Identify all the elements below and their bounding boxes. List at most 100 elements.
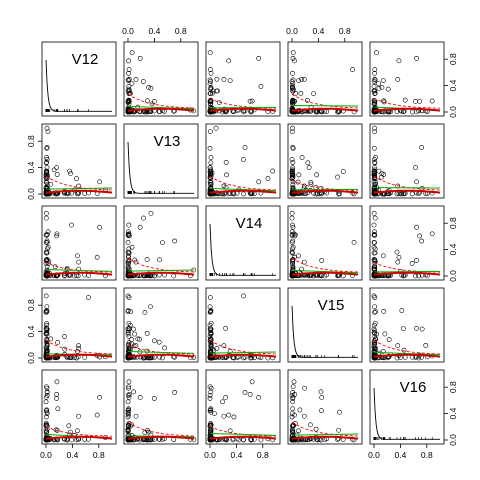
data-point <box>213 125 219 131</box>
data-point <box>400 191 406 197</box>
data-point <box>372 334 378 339</box>
x-tick-label: 0.8 <box>421 450 433 460</box>
data-point <box>151 273 157 279</box>
data-point <box>128 309 134 315</box>
density-line <box>127 141 194 194</box>
data-point <box>372 257 378 263</box>
y-tick-label: 0.0 <box>448 270 458 282</box>
data-point <box>248 437 254 443</box>
data-point <box>126 261 131 266</box>
data-point <box>292 232 298 238</box>
data-point <box>249 98 255 104</box>
variable-label: V15 <box>318 297 345 314</box>
panel-frame <box>287 123 363 199</box>
data-point <box>379 171 385 176</box>
data-point <box>54 231 60 237</box>
data-point <box>208 101 213 107</box>
data-point <box>289 392 295 398</box>
data-point <box>125 331 131 337</box>
data-point <box>45 129 51 134</box>
smooth-line <box>209 426 277 437</box>
data-point <box>43 232 49 238</box>
data-point <box>290 98 296 104</box>
data-point <box>296 428 301 434</box>
data-point <box>290 384 296 390</box>
data-point <box>301 413 307 419</box>
data-point <box>305 98 310 103</box>
data-point <box>191 355 197 360</box>
variable-label: V12 <box>72 51 99 68</box>
data-point <box>207 91 213 96</box>
y-tick-label: 0.8 <box>448 381 458 393</box>
data-point <box>207 50 213 56</box>
data-point <box>380 349 386 354</box>
data-point <box>371 88 377 94</box>
data-point <box>242 145 248 150</box>
data-point <box>289 414 295 420</box>
panel-frame <box>287 287 363 363</box>
data-point <box>401 347 407 353</box>
data-point <box>371 264 377 270</box>
data-point <box>208 182 214 188</box>
data-point <box>44 182 50 188</box>
data-point <box>350 67 355 72</box>
data-point <box>125 392 131 398</box>
x-tick-label: 0.4 <box>394 450 406 460</box>
panel-V16-V12 <box>41 369 117 445</box>
data-point <box>290 55 296 61</box>
data-point <box>371 98 377 103</box>
data-point <box>289 129 295 134</box>
data-point <box>318 437 324 443</box>
data-point <box>322 273 328 279</box>
data-point <box>207 165 213 171</box>
data-point <box>371 169 377 175</box>
panel-frame <box>205 41 281 117</box>
data-point <box>372 304 378 310</box>
data-point <box>305 160 311 166</box>
data-point <box>289 210 295 216</box>
x-tick-label: 0.4 <box>148 26 160 36</box>
data-point <box>414 55 419 61</box>
data-point <box>221 343 227 349</box>
data-point <box>308 180 314 185</box>
data-point <box>54 233 60 239</box>
data-point <box>191 436 197 442</box>
data-point <box>302 385 308 391</box>
data-point <box>157 257 162 263</box>
data-point <box>126 295 132 300</box>
data-point <box>319 395 325 400</box>
data-point <box>126 384 132 390</box>
data-point <box>44 125 50 131</box>
panel-frame <box>287 41 363 117</box>
data-point <box>54 391 60 397</box>
panel-V13-V12 <box>41 123 117 199</box>
data-point <box>379 85 385 90</box>
x-tick-label: 0.0 <box>368 450 380 460</box>
data-point <box>290 429 295 435</box>
data-point <box>97 395 103 400</box>
data-point <box>149 101 155 107</box>
panel-V16-V13 <box>123 369 199 445</box>
data-point <box>76 413 81 419</box>
data-point <box>94 412 100 418</box>
data-point <box>414 224 419 230</box>
data-point <box>290 125 295 131</box>
data-point <box>207 322 213 328</box>
axes: 0.0 0.4 0.8 0.0 0.4 0.8 0.0 0.4 0.8 0.0 0.4 0.8 0.0 0… <box>26 26 458 460</box>
data-point <box>171 437 177 443</box>
data-point <box>44 180 50 185</box>
x-tick-label: 0.4 <box>66 450 78 460</box>
data-point <box>43 414 49 420</box>
panel-V12-V16 <box>369 41 445 117</box>
data-point <box>125 308 131 314</box>
data-point <box>256 179 262 185</box>
data-point <box>54 379 60 385</box>
data-point <box>126 326 132 332</box>
data-point <box>44 238 50 244</box>
data-point <box>43 399 49 405</box>
data-point <box>256 55 262 61</box>
panel-frame <box>287 205 363 281</box>
data-point <box>373 155 378 160</box>
data-point <box>48 336 54 342</box>
